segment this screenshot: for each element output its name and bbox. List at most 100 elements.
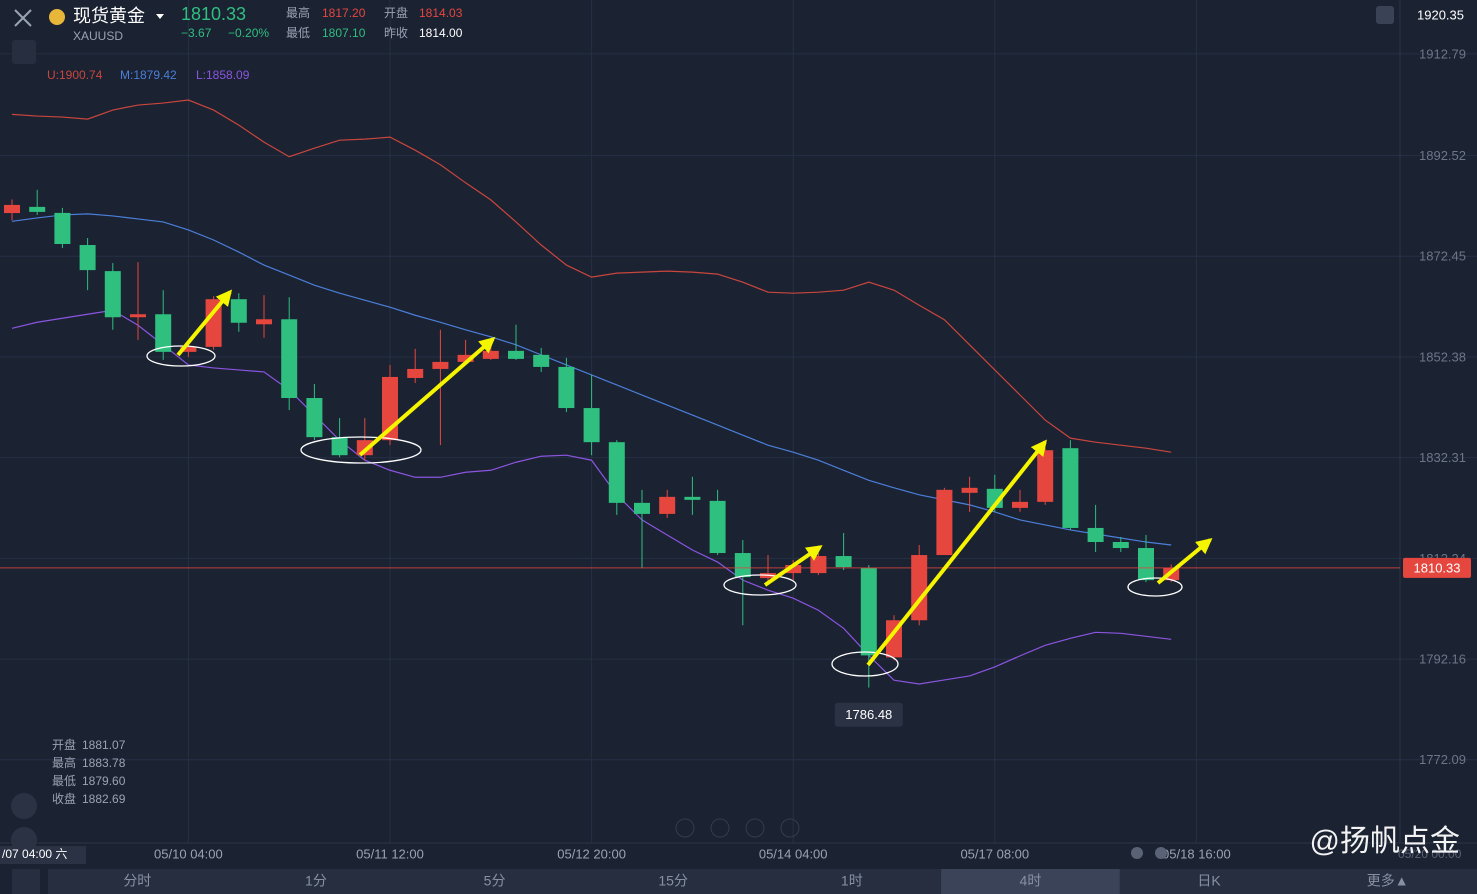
header: 现货黄金 XAUUSD 1810.33 −3.67 −0.20% 最高 1817…	[12, 4, 1464, 64]
candle-body	[508, 350, 524, 359]
low-label: 1786.48	[845, 707, 892, 722]
y-tick-label: 1792.16	[1419, 652, 1466, 667]
candle-body	[634, 502, 650, 514]
legend-entry: M:1879.42	[120, 68, 177, 82]
candle-body	[306, 398, 323, 438]
arrow	[763, 545, 823, 587]
circle	[146, 345, 216, 367]
candle-body	[608, 442, 625, 503]
circle	[1127, 577, 1183, 597]
tab[interactable]: 15分	[658, 873, 688, 889]
candle-body	[457, 354, 474, 362]
arrow	[358, 336, 496, 457]
candle-body	[533, 354, 550, 367]
candle-body	[1062, 448, 1079, 528]
candle-body	[432, 361, 449, 369]
candle-body	[79, 245, 96, 271]
stat-label: 最低	[286, 26, 310, 40]
band-line	[11, 99, 1172, 453]
info-label: 收盘	[52, 791, 76, 806]
y-tick-label: 1832.31	[1419, 450, 1466, 465]
info-value: 1883.78	[82, 756, 126, 770]
crosshair-time: /07 04:00 六	[2, 847, 67, 861]
candle-body	[407, 368, 424, 378]
stat-value: 1807.10	[322, 26, 366, 40]
zoom-button[interactable]	[675, 818, 695, 838]
candle-body	[230, 299, 247, 323]
y-tick-label: 1892.52	[1419, 148, 1466, 163]
arrow	[176, 289, 233, 357]
zoom-button[interactable]	[710, 818, 730, 838]
tab[interactable]: 1时	[841, 873, 863, 889]
info-label: 最高	[52, 755, 76, 770]
tool-icon[interactable]	[11, 793, 37, 819]
info-label: 开盘	[52, 737, 76, 752]
circle	[300, 436, 422, 464]
info-value: 1881.07	[82, 738, 126, 752]
x-tick-label: 05/11 12:00	[356, 846, 424, 861]
candle-body	[356, 440, 373, 456]
ohlc-info: 开盘 1881.07 最高 1883.78 最低 1879.60 收盘 1882…	[52, 737, 126, 806]
annotation-arrows	[176, 289, 1213, 667]
info-value: 1882.69	[82, 792, 126, 806]
dot-icon[interactable]	[1155, 847, 1167, 859]
candle-body	[583, 408, 600, 443]
candle-body	[130, 314, 146, 318]
circle	[831, 651, 899, 677]
zoom-button[interactable]	[745, 818, 765, 838]
dropdown-icon[interactable]	[156, 14, 164, 19]
gold-icon	[49, 9, 65, 25]
candle-body	[936, 489, 953, 556]
tab-bar-bg	[48, 869, 1477, 894]
candle-body	[1012, 501, 1028, 508]
axis-top-label: 1920.35	[1417, 7, 1464, 22]
watermark: @扬帆点金	[1310, 825, 1460, 858]
candle-body	[256, 319, 272, 325]
tab-icon[interactable]	[12, 869, 40, 894]
candle-body	[835, 556, 852, 568]
tab[interactable]: 5分	[484, 873, 506, 889]
tab[interactable]: 4时	[1020, 873, 1042, 889]
stat-label: 最高	[286, 5, 310, 20]
x-tick-label: 05/17 08:00	[960, 846, 1029, 861]
y-tick-label: 1852.38	[1419, 349, 1466, 364]
info-value: 1879.60	[82, 774, 126, 788]
zoom-button[interactable]	[780, 818, 800, 838]
candle-body	[684, 496, 701, 500]
candle-body	[4, 204, 20, 214]
stat-value: 1814.00	[419, 26, 463, 40]
candle-body	[709, 500, 726, 554]
y-tick-label: 1912.79	[1419, 46, 1466, 61]
y-tick-label: 1872.45	[1419, 249, 1466, 264]
price: 1810.33	[181, 4, 246, 24]
legend-entry: L:1858.09	[196, 68, 250, 82]
tab[interactable]: 更多▲	[1367, 873, 1409, 889]
close-icon[interactable]	[14, 9, 32, 27]
candle-body	[810, 556, 827, 574]
last-price-label: 1810.33	[1414, 560, 1461, 575]
candle-body	[1087, 527, 1104, 542]
circle	[723, 574, 797, 596]
tab[interactable]: 1分	[305, 873, 327, 889]
candle-body	[860, 568, 877, 656]
tab[interactable]: 日K	[1197, 873, 1221, 889]
arrow	[1156, 537, 1213, 585]
tab[interactable]: 分时	[123, 873, 151, 889]
last-price-tag	[1403, 557, 1471, 578]
candle-body	[734, 553, 751, 578]
arrow	[866, 439, 1047, 667]
candle-body	[104, 271, 121, 318]
bell-icon[interactable]	[1376, 6, 1394, 24]
tool-icon[interactable]	[12, 40, 36, 64]
change: −3.67	[181, 26, 212, 40]
tab-selected[interactable]	[941, 869, 1120, 894]
candle-body	[205, 299, 222, 347]
stat-label: 昨收	[384, 26, 408, 40]
candle-body	[659, 496, 676, 514]
x-tick-label: 05/14 04:00	[759, 846, 828, 861]
dot-icon[interactable]	[1131, 847, 1143, 859]
stat-value: 1817.20	[322, 6, 366, 20]
instrument-name[interactable]: 现货黄金	[73, 6, 145, 26]
